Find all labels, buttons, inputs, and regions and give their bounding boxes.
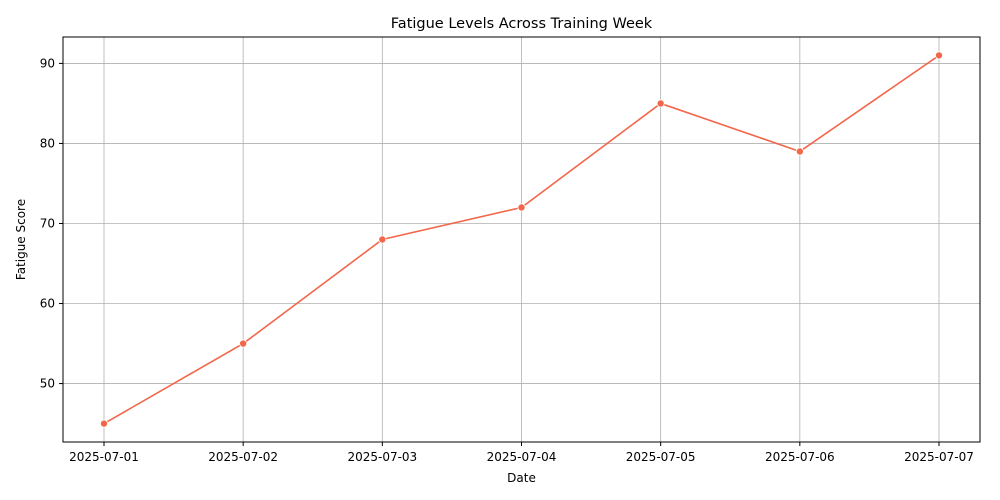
- x-tick-label: 2025-07-01: [69, 450, 139, 464]
- x-axis-label: Date: [507, 471, 536, 485]
- y-tick-label: 80: [40, 136, 55, 150]
- data-point: [935, 51, 944, 60]
- y-tick-label: 50: [40, 377, 55, 391]
- data-point: [239, 339, 248, 348]
- y-tick-label: 70: [40, 216, 55, 230]
- chart-title: Fatigue Levels Across Training Week: [391, 16, 653, 32]
- series-layer: [100, 51, 944, 428]
- y-axis-label: Fatigue Score: [14, 199, 28, 280]
- data-point: [378, 235, 387, 244]
- x-tick-label: 2025-07-04: [487, 450, 557, 464]
- x-tick-label: 2025-07-03: [347, 450, 417, 464]
- x-tick-label: 2025-07-05: [626, 450, 696, 464]
- data-point: [656, 99, 665, 108]
- y-tick-label: 60: [40, 297, 55, 311]
- x-tick-label: 2025-07-06: [765, 450, 835, 464]
- data-point: [100, 419, 109, 428]
- x-tick-label: 2025-07-02: [208, 450, 278, 464]
- y-axis: 50 60 70 80 90: [40, 56, 63, 391]
- x-axis: 2025-07-01 2025-07-02 2025-07-03 2025-07-04…: [69, 442, 974, 464]
- x-tick-label: 2025-07-07: [904, 450, 974, 464]
- data-point: [795, 147, 804, 156]
- data-point: [517, 203, 526, 212]
- y-tick-label: 90: [40, 56, 55, 70]
- grid: [63, 37, 980, 442]
